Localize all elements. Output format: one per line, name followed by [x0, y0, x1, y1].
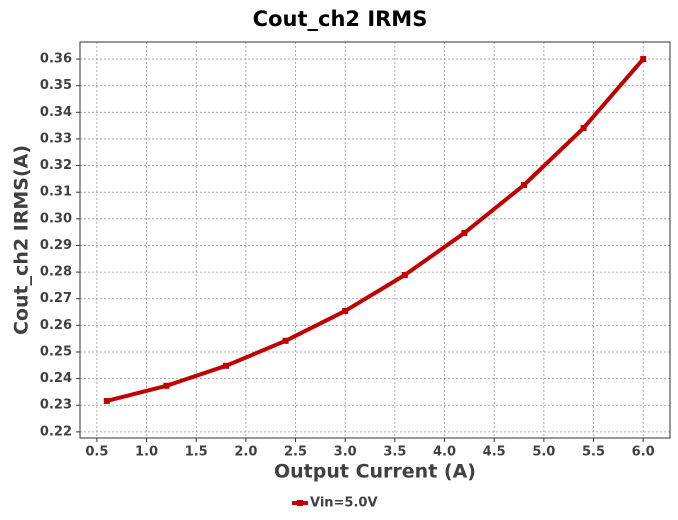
x-tick-label: 2.0: [234, 445, 257, 460]
x-tick-label: 5.0: [532, 445, 555, 460]
plot-border: [79, 41, 671, 439]
x-axis-label: Output Current (A): [274, 461, 476, 483]
x-tick-label: 4.0: [433, 445, 456, 460]
point-marker: [401, 272, 408, 279]
series-line: [106, 57, 645, 403]
y-tick-label: 0.28: [40, 265, 72, 280]
y-tick-label: 0.25: [40, 344, 72, 359]
point-marker: [640, 56, 647, 63]
point-marker: [103, 397, 110, 404]
legend-label: Vin=5.0V: [310, 496, 378, 511]
x-tick-label: 2.5: [284, 445, 307, 460]
point-marker: [223, 362, 230, 369]
point-marker: [163, 382, 170, 389]
y-tick-label: 0.36: [40, 52, 72, 67]
x-tick-label: 3.5: [383, 445, 406, 460]
point-marker: [461, 229, 468, 236]
y-tick-label: 0.33: [40, 131, 72, 146]
y-tick-label: 0.22: [40, 424, 72, 439]
x-tick-label: 3.0: [334, 445, 357, 460]
y-tick-label: 0.34: [40, 105, 72, 120]
legend-marker: [297, 500, 303, 506]
y-tick-label: 0.32: [40, 158, 72, 173]
x-tick-label: 6.0: [632, 445, 655, 460]
y-tick-label: 0.27: [40, 291, 72, 306]
x-tick-label: 1.5: [185, 445, 208, 460]
point-marker: [520, 182, 527, 189]
y-tick-label: 0.29: [40, 238, 72, 253]
y-axis-label: Cout_ch2 IRMS(A): [11, 145, 33, 335]
y-tick-label: 0.24: [40, 371, 72, 386]
x-tick-label: 1.0: [135, 445, 158, 460]
y-tick-label: 0.30: [40, 211, 72, 226]
y-tick-label: 0.31: [40, 185, 72, 200]
chart-title: Cout_ch2 IRMS: [253, 7, 428, 31]
point-marker: [580, 125, 587, 132]
y-tick-label: 0.26: [40, 318, 72, 333]
x-tick-label: 4.5: [483, 445, 506, 460]
x-tick-label: 5.5: [582, 445, 605, 460]
point-marker: [282, 337, 289, 344]
y-tick-label: 0.23: [40, 398, 72, 413]
y-tick-label: 0.35: [40, 78, 72, 93]
point-marker: [342, 307, 349, 314]
x-tick-label: 0.5: [85, 445, 108, 460]
